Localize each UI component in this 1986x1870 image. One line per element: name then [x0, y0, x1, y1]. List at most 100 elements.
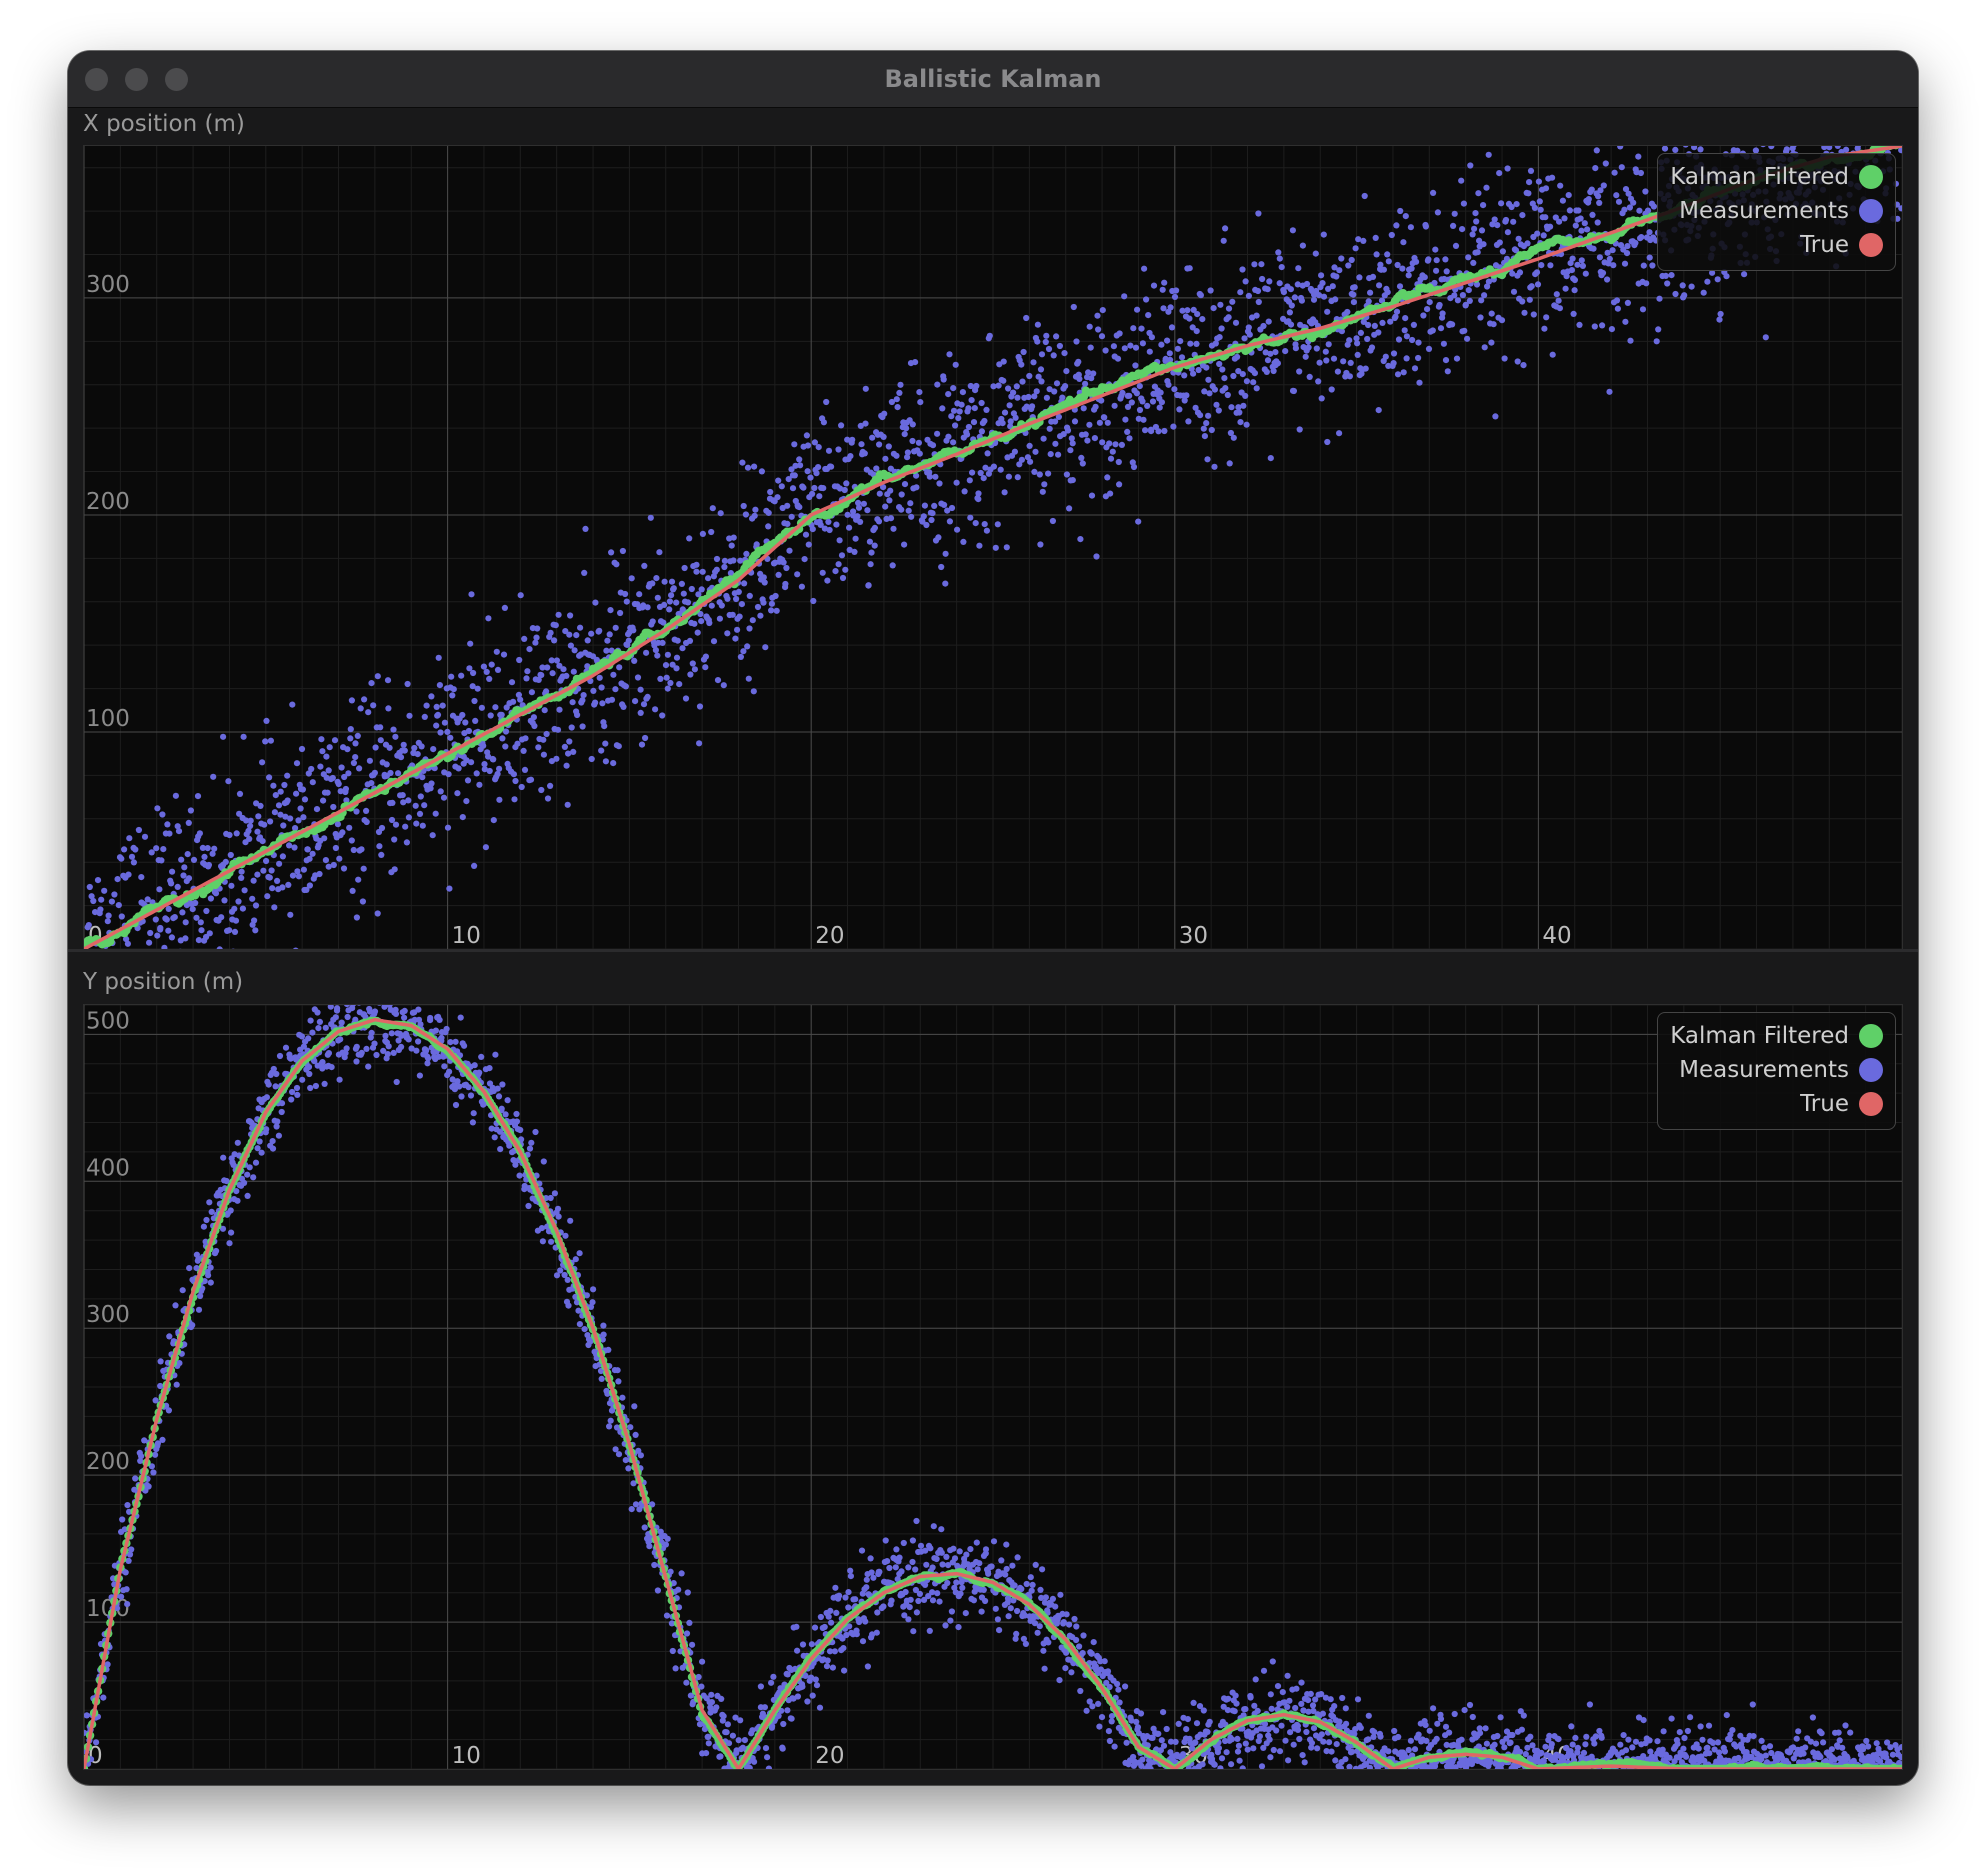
measurement-point: [1141, 265, 1148, 272]
measurement-point: [693, 568, 700, 575]
measurement-point: [1425, 345, 1433, 352]
measurement-point: [1540, 232, 1547, 239]
measurement-point: [746, 592, 753, 599]
measurement-point: [620, 703, 627, 711]
measurement-point: [625, 637, 632, 644]
measurement-point: [1360, 237, 1367, 244]
measurement-point: [1241, 335, 1248, 342]
measurement-point: [1440, 340, 1447, 347]
x-position-plot[interactable]: 010203040100200300 Kalman Filtered Measu…: [83, 145, 1903, 950]
measurement-point: [1318, 395, 1325, 402]
measurement-point: [195, 937, 202, 944]
measurement-point: [239, 905, 246, 912]
measurement-point: [577, 624, 584, 631]
measurement-point: [1380, 266, 1387, 273]
measurement-point: [446, 1068, 453, 1075]
measurement-point: [471, 1062, 478, 1069]
measurement-point: [948, 1608, 956, 1615]
measurement-point: [764, 1754, 771, 1761]
measurement-point: [203, 1216, 210, 1224]
measurement-point: [962, 1610, 969, 1617]
measurement-point: [1289, 227, 1296, 234]
measurement-point: [1348, 256, 1355, 264]
measurement-point: [1031, 468, 1038, 475]
measurement-point: [1460, 200, 1467, 207]
measurement-point: [842, 566, 849, 573]
measurement-point: [1387, 318, 1394, 325]
measurement-point: [968, 397, 975, 404]
measurement-point: [226, 831, 233, 839]
measurement-point: [213, 1247, 220, 1255]
measurement-point: [896, 1554, 903, 1561]
measurement-point: [1608, 326, 1615, 333]
measurement-point: [417, 793, 424, 800]
measurement-point: [1112, 441, 1119, 448]
measurement-point: [1368, 344, 1376, 351]
zoom-window-button[interactable]: [165, 68, 188, 91]
measurement-point: [1207, 287, 1214, 294]
measurement-point: [808, 1641, 816, 1648]
measurement-point: [358, 846, 365, 853]
measurement-point: [1193, 340, 1200, 347]
measurement-point: [1571, 276, 1578, 284]
measurement-point: [1898, 147, 1902, 154]
measurement-point: [187, 807, 194, 814]
panel-divider[interactable]: [68, 949, 1918, 952]
measurement-point: [1489, 221, 1496, 228]
y-position-plot[interactable]: 010203040100200300400500 Kalman Filtered…: [83, 1004, 1903, 1770]
measurement-point: [1458, 177, 1465, 184]
measurement-point: [1481, 292, 1488, 299]
measurement-point: [535, 744, 542, 751]
measurement-point: [502, 743, 509, 750]
measurement-point: [587, 1303, 595, 1310]
measurement-point: [515, 691, 522, 699]
measurement-point: [561, 743, 568, 751]
measurement-point: [691, 666, 699, 673]
measurement-point: [907, 500, 914, 507]
measurement-point: [892, 1564, 899, 1571]
minimize-window-button[interactable]: [125, 68, 148, 91]
measurement-point: [513, 1110, 520, 1118]
measurement-point: [742, 511, 750, 518]
measurement-point: [218, 914, 225, 921]
measurement-point: [794, 1647, 801, 1654]
close-window-button[interactable]: [85, 68, 108, 91]
measurement-point: [846, 1623, 853, 1630]
measurement-point: [126, 835, 133, 842]
measurement-point: [1194, 311, 1201, 318]
measurement-point: [778, 483, 785, 490]
measurement-point: [363, 818, 370, 826]
measurement-point: [956, 1548, 963, 1555]
measurement-point: [1239, 371, 1246, 378]
measurement-point: [775, 1712, 782, 1719]
measurement-point: [732, 1714, 739, 1721]
measurement-point: [318, 736, 325, 743]
measurement-point: [486, 675, 493, 683]
measurement-point: [614, 1367, 621, 1374]
measurement-point: [716, 615, 724, 622]
measurement-point: [1000, 377, 1007, 384]
measurement-point: [494, 1085, 501, 1092]
measurement-point: [267, 737, 274, 744]
measurement-point: [478, 704, 485, 711]
measurement-point: [437, 788, 444, 795]
measurement-point: [132, 846, 139, 853]
measurement-point: [398, 1043, 405, 1050]
measurement-point: [295, 817, 302, 824]
measurement-point: [320, 797, 327, 804]
measurement-point: [160, 846, 167, 853]
measurement-point: [480, 663, 487, 670]
measurement-point: [940, 376, 947, 383]
measurement-point: [556, 662, 563, 669]
measurement-point: [388, 1030, 395, 1037]
measurement-point: [502, 728, 510, 735]
measurement-point: [674, 637, 681, 644]
measurement-point: [353, 808, 360, 815]
measurement-point: [469, 1119, 476, 1126]
measurement-point: [1211, 463, 1218, 470]
measurement-point: [385, 1043, 392, 1050]
measurement-point: [1010, 389, 1017, 396]
measurement-point: [1379, 319, 1386, 326]
measurement-point: [1075, 358, 1082, 365]
measurement-point: [1563, 273, 1570, 280]
